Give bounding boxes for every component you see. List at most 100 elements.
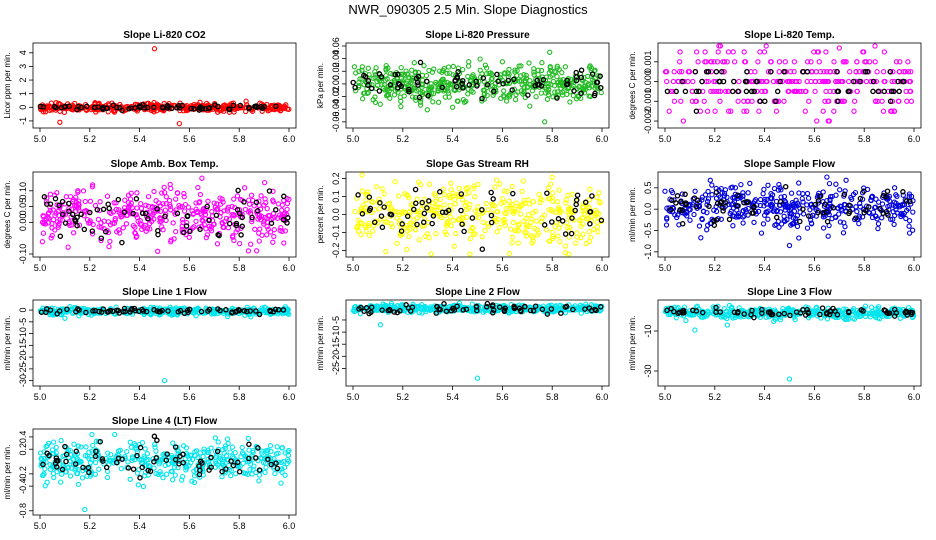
data-point	[841, 201, 847, 208]
data-point	[56, 202, 62, 209]
data-point	[699, 216, 705, 223]
data-point	[580, 208, 586, 214]
data-point	[827, 88, 833, 95]
data-point	[229, 309, 235, 315]
data-point	[756, 78, 762, 85]
data-point	[428, 207, 435, 213]
data-point	[164, 102, 171, 109]
data-point	[800, 211, 807, 217]
data-point	[135, 218, 141, 224]
data-point	[768, 201, 774, 207]
data-point	[772, 222, 778, 228]
data-point	[579, 221, 586, 227]
data-point	[741, 49, 747, 55]
data-point	[403, 80, 410, 86]
data-point	[742, 59, 748, 65]
data-point	[117, 230, 123, 236]
data-point	[424, 78, 430, 85]
data-point	[782, 183, 789, 190]
data-point	[395, 71, 401, 77]
data-point	[82, 198, 88, 205]
data-point	[379, 224, 386, 231]
data-point	[404, 213, 411, 220]
data-point	[676, 69, 683, 75]
data-point	[169, 477, 176, 483]
data-point	[438, 87, 444, 93]
data-point	[547, 63, 553, 70]
data-point	[510, 190, 516, 197]
data-point	[848, 194, 854, 201]
panel-4: Slope Amb. Box Temp.degrees C per min.5.…	[3, 159, 297, 273]
data-point	[851, 108, 857, 114]
data-point	[534, 77, 540, 84]
data-point	[713, 68, 720, 75]
outlier-point	[151, 46, 158, 52]
data-point	[106, 205, 112, 212]
data-point	[140, 483, 147, 490]
data-point	[456, 185, 462, 192]
data-point	[776, 59, 783, 65]
data-point	[522, 200, 528, 206]
data-point	[174, 311, 180, 318]
data-point	[666, 108, 672, 114]
data-point	[480, 87, 487, 93]
data-point	[900, 78, 907, 85]
data-point	[284, 200, 291, 207]
x-tick-label: 5.2	[397, 134, 410, 144]
data-point	[760, 191, 766, 197]
data-point	[233, 229, 239, 235]
data-point	[774, 88, 781, 95]
data-point	[205, 198, 211, 204]
data-point	[175, 309, 181, 315]
data-point	[185, 213, 191, 219]
data-point	[531, 66, 537, 72]
data-point	[521, 84, 527, 90]
data-point	[597, 198, 603, 205]
data-point	[554, 199, 561, 205]
panel-title: Slope Li-820 Temp.	[744, 30, 835, 41]
data-point	[57, 233, 64, 239]
data-point	[827, 69, 834, 75]
data-point	[500, 80, 506, 87]
data-point	[678, 98, 684, 104]
data-point	[594, 194, 600, 201]
data-point	[552, 89, 558, 95]
data-point	[509, 183, 515, 190]
data-point	[907, 88, 914, 95]
data-point	[356, 79, 362, 86]
data-point	[376, 71, 383, 77]
data-point	[397, 94, 403, 100]
data-point	[562, 64, 569, 70]
data-point	[831, 108, 837, 114]
panel-title: Slope Li-820 Pressure	[425, 30, 530, 41]
data-point	[705, 78, 711, 85]
data-point	[887, 98, 894, 105]
data-point	[463, 214, 470, 220]
data-point	[530, 210, 536, 216]
data-point	[359, 67, 365, 73]
data-point	[709, 182, 715, 188]
data-point	[773, 214, 780, 221]
data-point	[772, 98, 779, 105]
data-point	[395, 193, 402, 199]
data-point	[285, 214, 291, 221]
data-point	[247, 208, 253, 214]
data-point	[834, 68, 840, 75]
data-point	[489, 302, 496, 308]
data-point	[199, 217, 205, 223]
data-point	[835, 78, 841, 85]
data-point	[518, 73, 524, 79]
y-tick-label: -5	[18, 318, 28, 326]
data-point	[460, 85, 466, 91]
plot-frame	[345, 171, 610, 258]
data-point	[264, 205, 270, 212]
data-point	[662, 69, 669, 75]
data-point	[764, 78, 770, 85]
data-point	[366, 220, 372, 227]
data-point	[279, 228, 285, 235]
data-point	[83, 309, 89, 316]
data-point	[711, 78, 717, 85]
data-point	[833, 181, 839, 187]
data-point	[76, 307, 82, 313]
data-point	[180, 219, 186, 226]
